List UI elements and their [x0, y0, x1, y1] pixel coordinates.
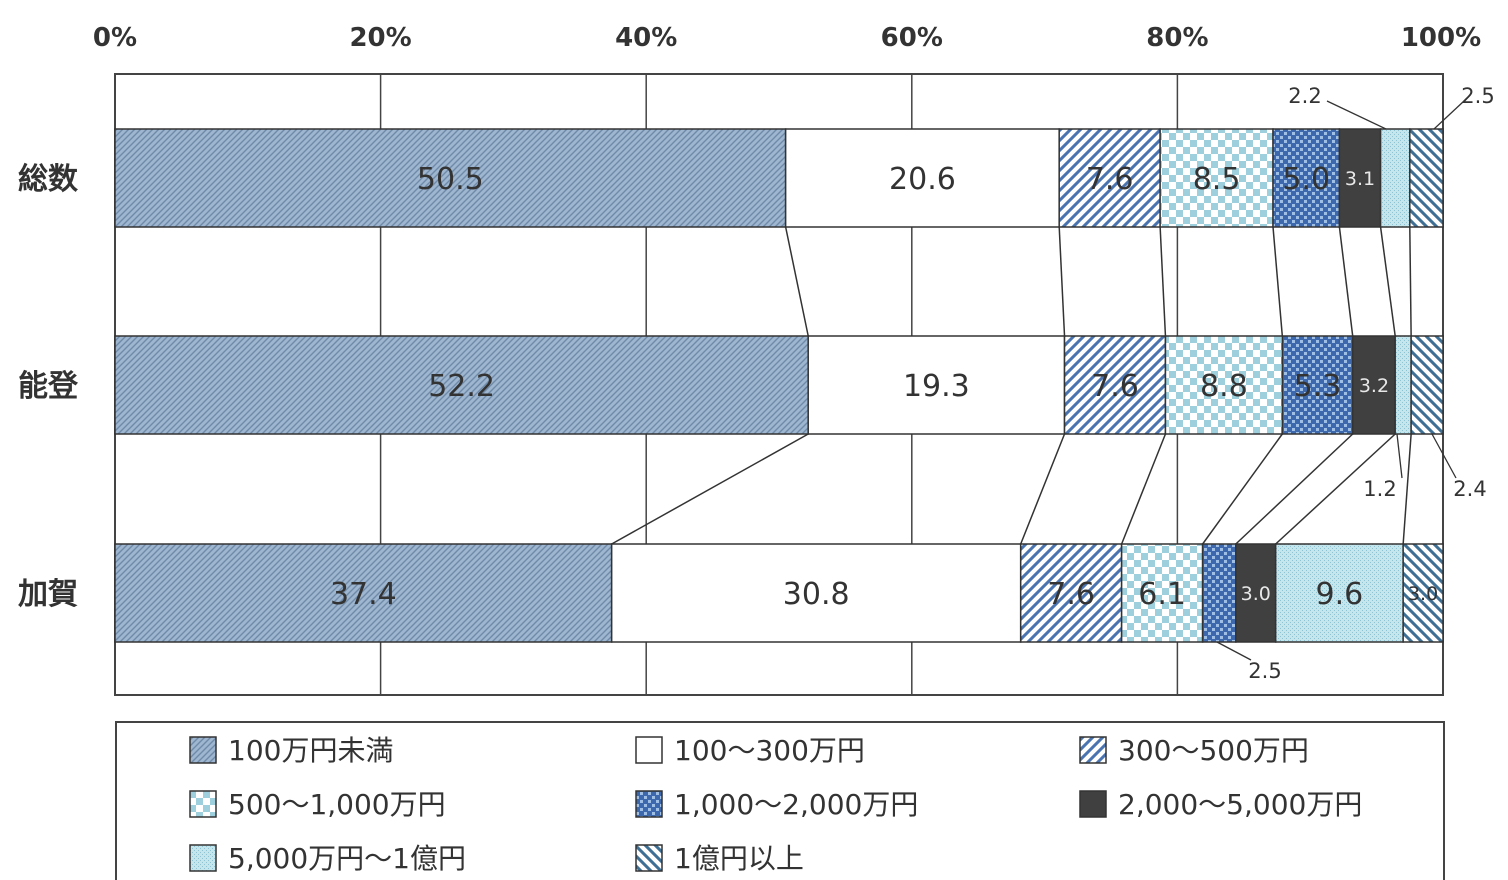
legend-label: 2,000～5,000万円 — [1118, 788, 1362, 821]
legend-swatch — [189, 790, 217, 818]
data-label: 5.0 — [1282, 162, 1330, 197]
bar-segment — [1120, 543, 1204, 643]
connector-line — [1120, 433, 1167, 545]
legend-label: 100～300万円 — [674, 734, 865, 767]
bar-segment — [1409, 128, 1444, 228]
connector-line — [1275, 433, 1396, 545]
legend-label: 500～1,000万円 — [228, 788, 446, 821]
legend-label: 1,000～2,000万円 — [674, 788, 918, 821]
data-label: 8.5 — [1193, 162, 1241, 197]
bar-segment — [114, 543, 613, 643]
bar-segment — [1379, 128, 1411, 228]
data-label: 3.2 — [1359, 375, 1389, 397]
bar-segment — [807, 335, 1066, 435]
data-label: 2.2 — [1288, 84, 1321, 108]
data-label: 37.4 — [330, 577, 397, 612]
connector-line — [1402, 433, 1412, 545]
category-label: 能登 — [18, 369, 79, 404]
connector-line — [1019, 433, 1066, 545]
data-label: 5.3 — [1294, 369, 1342, 404]
legend-swatch — [189, 844, 217, 872]
data-label: 7.6 — [1086, 162, 1134, 197]
bar-segment — [1394, 335, 1412, 435]
legend-swatch — [635, 844, 663, 872]
bar-segment — [1019, 543, 1123, 643]
connector-line — [1379, 226, 1396, 337]
connector-line — [1202, 433, 1283, 545]
bar-segment — [1410, 335, 1444, 435]
x-tick-label: 80% — [1146, 23, 1208, 53]
data-label: 8.8 — [1200, 369, 1248, 404]
connector-line — [611, 433, 809, 545]
x-tick-label: 0% — [93, 23, 137, 53]
leader-line — [1326, 100, 1387, 130]
bar-segment — [114, 335, 809, 435]
bar-segment — [784, 128, 1060, 228]
x-tick-label: 20% — [349, 23, 411, 53]
data-label: 3.1 — [1345, 168, 1375, 190]
legend-label: 1億円以上 — [674, 842, 804, 875]
data-label: 2.5 — [1461, 84, 1494, 108]
connector-line — [784, 226, 809, 337]
connector-line — [1409, 226, 1412, 337]
legend-swatch — [1079, 790, 1107, 818]
data-label: 52.2 — [428, 369, 495, 404]
legend-label: 300～500万円 — [1118, 734, 1309, 767]
category-label: 総数 — [18, 162, 79, 197]
bar-segment — [1159, 128, 1274, 228]
bar-segment — [610, 543, 1022, 643]
x-tick-label: 40% — [615, 23, 677, 53]
data-label: 3.0 — [1241, 583, 1271, 605]
data-label: 6.1 — [1138, 577, 1186, 612]
data-label: 19.3 — [903, 369, 970, 404]
connector-line — [1159, 226, 1167, 337]
data-label: 7.6 — [1047, 577, 1095, 612]
data-label: 2.5 — [1248, 659, 1281, 683]
bar-segment — [1402, 543, 1444, 643]
data-label: 50.5 — [417, 162, 484, 197]
bar-segment — [1201, 543, 1237, 643]
data-label: 9.6 — [1316, 577, 1364, 612]
bar-segment — [1063, 335, 1167, 435]
data-label: 2.4 — [1453, 477, 1486, 501]
legend-label: 100万円未満 — [228, 734, 393, 767]
connector-line — [1235, 433, 1354, 545]
legend-swatch — [189, 736, 217, 764]
legend-swatch — [1079, 736, 1107, 764]
category-label: 加賀 — [18, 577, 78, 612]
bar-segment — [1274, 543, 1404, 643]
data-label: 3.0 — [1408, 583, 1438, 605]
bar-segment — [1164, 335, 1284, 435]
bar-segment — [114, 128, 787, 228]
bar-segment — [1272, 128, 1341, 228]
leader-line — [1433, 100, 1465, 130]
legend-label: 5,000万円～1億円 — [228, 842, 466, 875]
bar-segment — [1235, 543, 1277, 643]
data-label: 7.6 — [1091, 369, 1139, 404]
connector-line — [1058, 226, 1066, 337]
x-tick-label: 60% — [881, 23, 943, 53]
legend-box — [115, 721, 1445, 880]
leader-line — [1396, 433, 1403, 479]
data-label: 20.6 — [889, 162, 956, 197]
data-label: 30.8 — [783, 577, 850, 612]
data-label: 1.2 — [1363, 477, 1396, 501]
x-tick-label: 100% — [1401, 23, 1481, 53]
connector-line — [1272, 226, 1284, 337]
legend-swatch — [635, 736, 663, 764]
leader-line — [1431, 433, 1457, 479]
connector-line — [1338, 226, 1354, 337]
legend-swatch — [635, 790, 663, 818]
leader-line — [1216, 641, 1252, 661]
